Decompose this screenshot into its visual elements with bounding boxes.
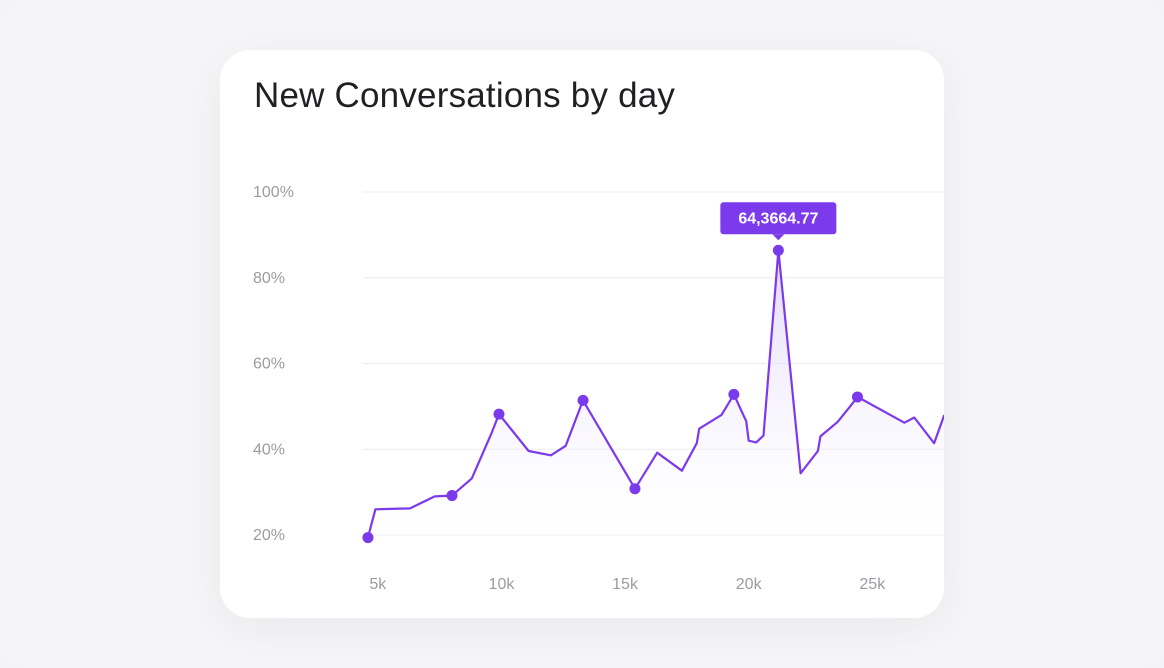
data-point xyxy=(728,388,740,400)
series-line xyxy=(366,249,944,539)
y-tick-label: 60% xyxy=(253,356,285,373)
y-tick-label: 40% xyxy=(253,441,285,458)
x-tick-label: 15k xyxy=(612,576,639,593)
x-tick-label: 5k xyxy=(369,576,387,593)
x-tick-label: 25k xyxy=(859,576,886,593)
data-point xyxy=(772,244,784,256)
area-fill xyxy=(367,250,944,538)
tooltip-value: 64,3664.77 xyxy=(738,210,818,227)
data-point xyxy=(851,391,863,403)
x-tick-label: 10k xyxy=(489,576,516,593)
chart-card: New Conversations by day 20% 40% 60% 80% 100… xyxy=(220,50,944,618)
chart-title: New Conversations by day xyxy=(254,76,676,115)
line-chart: 20% 40% 60% 80% 100% 5k 10k 15k 20k 25k 64,3664.77 xyxy=(253,184,944,593)
data-point xyxy=(362,532,374,544)
tooltip-pointer xyxy=(772,234,785,241)
y-tick-label: 100% xyxy=(253,184,294,201)
x-tick-label: 20k xyxy=(736,576,763,593)
tooltip-box xyxy=(720,202,837,235)
y-tick-label: 20% xyxy=(253,527,285,544)
data-point xyxy=(629,483,641,495)
data-point xyxy=(446,490,458,502)
y-tick-label: 80% xyxy=(253,270,285,287)
data-point xyxy=(577,394,589,406)
data-point xyxy=(493,408,505,420)
